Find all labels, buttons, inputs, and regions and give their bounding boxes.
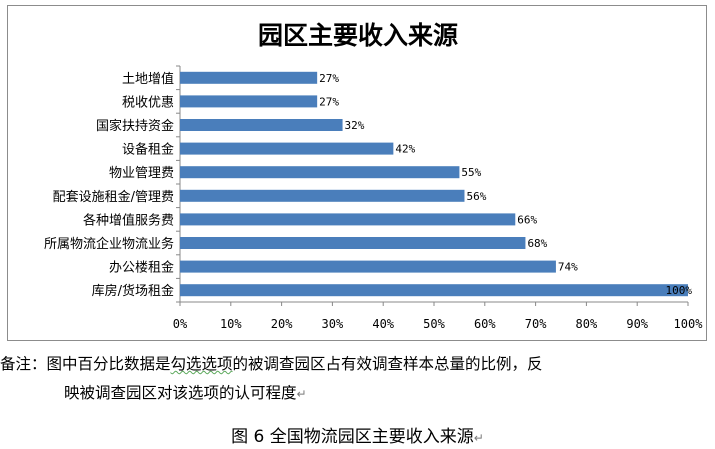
category-label: 各种增值服务费 [83, 212, 174, 228]
data-label: 27% [319, 72, 339, 85]
chart-title: 园区主要收入来源 [258, 21, 458, 50]
x-tick-label: 30% [322, 317, 344, 331]
chart-note: 备注：图中百分比数据是勾选选项的被调查园区占有效调查样本总量的比例，反 映被调查… [0, 350, 712, 409]
note-underlined-term: 勾选选项 [170, 355, 233, 373]
x-tick-label: 20% [271, 317, 293, 331]
bar [180, 166, 460, 179]
caption-text: 图 6 全国物流园区主要收入来源 [231, 427, 474, 447]
figure-caption: 图 6 全国物流园区主要收入来源↵ [0, 422, 715, 447]
chart-container: 园区主要收入来源 土地增值 27% 税收优惠 27% 国家扶持资金 32% 设备租金 42% 物… [7, 5, 707, 341]
bar [180, 95, 318, 108]
x-tick-label: 90% [626, 317, 648, 331]
data-label: 56% [466, 190, 486, 203]
x-tick-label: 10% [220, 317, 242, 331]
x-tick-label: 50% [423, 317, 445, 331]
x-tick-label: 70% [525, 317, 547, 331]
note-line-2: 映被调查园区对该选项的认可程度↵ [0, 379, 712, 409]
category-label: 所属物流企业物流业务 [44, 236, 174, 252]
paragraph-mark-icon: ↵ [296, 387, 307, 401]
category-label: 配套设施租金/管理费 [53, 189, 174, 205]
x-tick-label: 60% [474, 317, 496, 331]
category-label: 设备租金 [122, 142, 174, 158]
note-line-2-text: 映被调查园区对该选项的认可程度 [64, 384, 297, 402]
bar-chart: 园区主要收入来源 土地增值 27% 税收优惠 27% 国家扶持资金 32% 设备租金 42% 物… [44, 21, 704, 331]
data-label: 68% [527, 237, 547, 250]
data-label: 66% [517, 213, 537, 226]
data-label: 74% [558, 261, 578, 274]
category-label: 税收优惠 [122, 95, 174, 110]
x-tick-label: 40% [372, 317, 394, 331]
data-label: 55% [461, 166, 481, 179]
category-label: 土地增值 [122, 71, 174, 87]
bar [180, 189, 465, 202]
note-line-1: 备注：图中百分比数据是勾选选项的被调查园区占有效调查样本总量的比例，反 [0, 350, 712, 379]
bar [180, 213, 516, 226]
bar [180, 260, 556, 273]
x-tick-label: 100% [674, 317, 704, 331]
category-label: 国家扶持资金 [96, 118, 174, 134]
data-label: 27% [319, 95, 339, 108]
bar [180, 119, 343, 131]
bar [180, 237, 526, 249]
data-label: 42% [395, 143, 415, 156]
bar [180, 71, 318, 84]
paragraph-mark-icon: ↵ [473, 431, 484, 445]
category-label: 办公楼租金 [109, 260, 174, 276]
data-label: 32% [345, 119, 365, 132]
x-tick-label: 80% [576, 317, 598, 331]
x-tick-label: 0% [173, 317, 188, 331]
bar [180, 142, 394, 155]
category-label: 库房/货场租金 [92, 283, 174, 299]
note-line-1-rest: 的被调查园区占有效调查样本总量的比例，反 [232, 355, 543, 373]
note-prefix: 备注：图中百分比数据是 [0, 355, 171, 373]
bar [180, 284, 688, 297]
data-label: 100% [666, 284, 693, 297]
category-label: 物业管理费 [109, 166, 174, 181]
